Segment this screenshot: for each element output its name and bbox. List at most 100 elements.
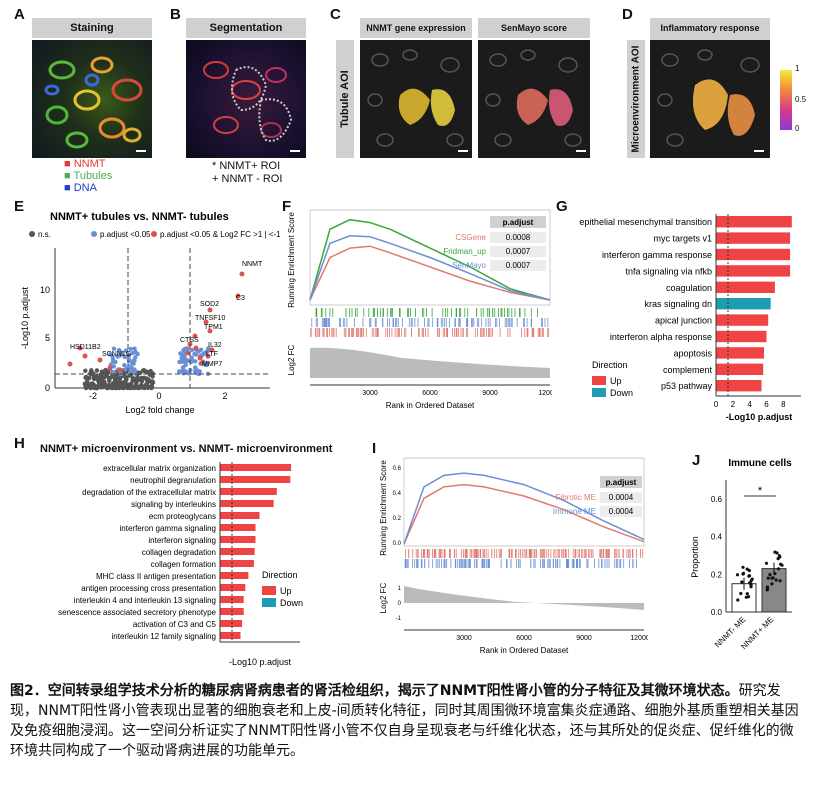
gsea-f-row-senmayo: SenMayo [452,261,486,270]
legend-padj-fc: p.adjust <0.05 & Log2 FC >1 | <-1 [160,230,280,239]
bar [220,548,255,555]
senmayo-score-image [478,40,590,158]
bar-j-point [744,595,748,599]
bar [220,524,256,531]
bar-h-title: NNMT+ microenvironment vs. NNMT- microen… [40,443,333,455]
bar-chart-h: extracellular matrix organization neutrop… [58,462,303,667]
volcano-xtick-neg2: -2 [89,391,97,401]
bar-j-ytick: 0.4 [711,533,723,542]
volcano-point-sig [180,352,185,358]
bar [716,330,767,343]
bar-g-xtick: 8 [781,400,786,409]
volcano-point-ns [98,385,104,390]
volcano-point-sig-fc [193,345,199,351]
bar-j-point [749,583,753,587]
volcano-point-sig [189,355,194,360]
caption-bold: 图2．空间转录组学技术分析的糖尿病肾病患者的肾活检组织，揭示了NNMT阳性肾小管… [10,683,739,699]
volcano-point-ns [91,371,96,376]
legend-padj: p.adjust <0.05 [100,230,151,239]
legend-tubules: ■ Tubules [64,170,113,182]
bar-category-label: extracellular matrix organization [103,464,216,473]
bar-j-point [766,576,770,580]
volcano-point-ns [104,373,110,379]
volcano-point-sig [110,354,115,359]
bar-g-legend-title: Direction [592,360,628,370]
volcano-point-ns [130,384,135,389]
gsea-f-ylabel: Running Enrichment Score [287,212,296,308]
gsea-i-line-immune [403,472,645,545]
bar-category-label: coagulation [666,283,712,293]
bar-j-point [778,579,782,583]
volcano-point-sig-fc [203,319,209,325]
volcano-point-sig [115,354,120,359]
gene-mmp7: MMP7 [202,361,222,368]
bar [220,620,243,627]
bar-g-legend-up: Up [610,376,622,386]
gsea-i-line-fibrotic [403,483,645,545]
bar-j-ylabel: Proportion [690,536,700,578]
panel-a-legend: ■ NNMT ■ Tubules ■ DNA [64,158,112,194]
bar-category-label: ecm proteoglycans [149,512,216,521]
gsea-f-line-senmayo [309,235,551,301]
bar-category-label: interleukin 4 and interleukin 13 signali… [74,596,216,605]
bar [716,314,769,326]
bar [220,572,249,579]
bar [220,512,260,519]
bar [220,476,291,483]
bar [716,298,771,310]
volcano-point-ns [94,368,100,373]
volcano-point-ns [140,368,146,373]
gsea-i-val-fibrotic: 0.0004 [609,493,634,502]
gsea-f-lfc-label: Log2 FC [287,344,296,375]
bar-category-label: collagen formation [151,560,216,569]
volcano-point-sig [204,362,209,368]
gsea-f-table-header: p.adjust [503,218,534,227]
panel-b-legend: * NNMT+ ROI + NNMT - ROI [212,160,282,186]
bar-j-point [768,573,772,577]
legend-ns: n.s. [38,230,51,239]
volcano-point-ns [107,376,112,382]
bar-j-point [741,571,746,575]
bar-j-point [741,565,745,569]
bar-j-point [770,576,774,580]
volcano-point-ns [122,379,128,384]
gsea-f-line-fridman [309,218,551,301]
bar-category-label: senescence associated secretory phenotyp… [58,608,216,617]
panel-letter-h: H [14,435,25,452]
volcano-point-sig [123,348,129,353]
bar-j-ytick: 0.2 [711,570,723,579]
bar-chart-j: Immune cells Proportion 0.00.20.40.6 * N… [690,458,792,651]
bar-category-label: kras signaling dn [644,299,712,309]
volcano-point-ns [118,375,123,380]
bar-j-point [774,578,778,582]
bar-j-point [780,563,784,567]
bar [716,265,791,277]
volcano-point-ns [112,377,118,382]
panel-c-header-nnmt: NNMT gene expression [360,18,472,38]
panel-d-side-label: Microenvironment AOI [627,40,645,158]
bar-j-point [764,561,769,565]
bar [716,232,791,244]
nnmt-expression-image [360,40,472,158]
bar-j-point [745,592,749,596]
gene-sod2: SOD2 [200,301,219,308]
volcano-point-sig-fc [107,365,113,371]
volcano-point-ns [83,385,89,391]
gsea-i-lfc-label: Log2 FC [379,582,388,613]
volcano-point-sig [111,364,117,369]
volcano-legend: n.s. p.adjust <0.05 p.adjust <0.05 & Log… [29,230,280,239]
gsea-f-val-fridman: 0.0007 [506,247,531,256]
volcano-point-ns [132,377,137,382]
gene-c3: C3 [236,295,245,302]
bar-category-label: p53 pathway [661,381,713,391]
caption-text: 研究发现，NNMT阳性肾小管表现出显著的细胞衰老和上皮-间质转化特征，同时其周围… [10,683,799,759]
bar-g-xtick: 6 [764,400,769,409]
bar-j-point [777,554,781,558]
bar-category-label: collagen degradation [142,548,216,557]
bar-category-label: interferon gamma response [602,250,712,260]
panel-a-header: Staining [32,18,152,38]
volcano-point-ns [122,384,127,389]
staining-image [32,40,152,158]
gsea-f-val-senmayo: 0.0007 [506,261,531,270]
volcano-point-sig [183,358,189,363]
